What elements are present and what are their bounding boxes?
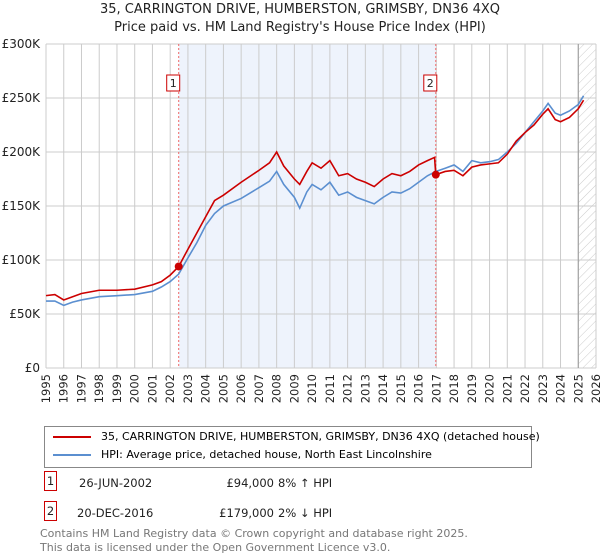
transaction-hpi: 2% ↓ HPI <box>278 506 333 520</box>
sale-label: 1 <box>170 77 177 90</box>
transaction-price: £179,000 <box>219 506 274 520</box>
x-tick-label: 2007 <box>252 374 266 403</box>
sale-label: 2 <box>427 77 434 90</box>
x-tick-label: 2009 <box>287 374 301 403</box>
x-tick-label: 2004 <box>199 374 213 403</box>
footer-line: This data is licensed under the Open Gov… <box>40 541 391 554</box>
y-tick-label: £200K <box>2 145 42 159</box>
transaction-hpi: 8% ↑ HPI <box>278 476 333 490</box>
x-tick-label: 2014 <box>376 374 390 403</box>
chart-title: 35, CARRINGTON DRIVE, HUMBERSTON, GRIMSB… <box>99 2 501 17</box>
legend-item-property: 35, CARRINGTON DRIVE, HUMBERSTON, GRIMSB… <box>53 430 540 444</box>
x-tick-label: 1998 <box>92 374 106 403</box>
x-tick-label: 2025 <box>571 374 585 403</box>
x-tick-label: 2012 <box>341 374 355 403</box>
x-tick-label: 2015 <box>394 374 408 403</box>
x-tick-label: 2000 <box>128 374 142 403</box>
y-tick-label: £0 <box>25 361 40 375</box>
legend-label: HPI: Average price, detached house, Nort… <box>101 448 432 461</box>
chart-subtitle: Price paid vs. HM Land Registry's House … <box>114 20 486 35</box>
legend: 35, CARRINGTON DRIVE, HUMBERSTON, GRIMSB… <box>44 426 540 468</box>
x-tick-label: 2016 <box>412 374 426 403</box>
x-tick-label: 2026 <box>589 374 600 403</box>
price-chart: 1995 1996 1997 1998 1999 2000 2001 2002 2003 2004… <box>2 37 600 403</box>
x-tick-label: 2013 <box>358 374 372 403</box>
transaction-date: 20-DEC-2016 <box>77 506 154 520</box>
x-tick-label: 2011 <box>323 374 337 403</box>
y-tick-label: £300K <box>2 37 42 51</box>
x-tick-label: 2020 <box>483 374 497 403</box>
x-tick-label: 2022 <box>518 374 532 403</box>
legend-item-hpi: HPI: Average price, detached house, Nort… <box>53 448 432 462</box>
x-tick-label: 2019 <box>465 374 479 403</box>
x-tick-label: 1996 <box>57 374 71 403</box>
marker-badge: 1 <box>44 471 57 491</box>
x-tick-label: 2005 <box>216 374 230 403</box>
sale-point <box>174 262 183 271</box>
x-tick-label: 2008 <box>270 374 284 403</box>
x-tick-label: 2002 <box>163 374 177 403</box>
transaction-date: 26-JUN-2002 <box>79 476 153 490</box>
sale-label-box <box>166 74 181 92</box>
x-tick-label: 1999 <box>110 374 124 403</box>
legend-label: 35, CARRINGTON DRIVE, HUMBERSTON, GRIMSB… <box>101 430 540 443</box>
x-tick-label: 2003 <box>181 374 195 403</box>
sale-label-box <box>423 74 438 92</box>
y-tick-label: £50K <box>9 307 41 321</box>
x-tick-label: 2001 <box>145 374 159 403</box>
footer-line: Contains HM Land Registry data © Crown c… <box>40 527 468 540</box>
y-tick-label: £100K <box>2 253 42 267</box>
marker-badge: 2 <box>44 501 57 521</box>
sale-point <box>431 170 440 179</box>
x-tick-label: 2018 <box>447 374 461 403</box>
x-tick-label: 2017 <box>429 374 443 403</box>
x-tick-label: 1997 <box>74 374 88 403</box>
y-tick-label: £150K <box>2 199 42 213</box>
x-tick-label: 1995 <box>39 374 53 403</box>
y-tick-label: £250K <box>2 91 42 105</box>
x-tick-label: 2006 <box>234 374 248 403</box>
transaction-price: £94,000 <box>226 476 274 490</box>
x-tick-label: 2024 <box>554 374 568 403</box>
x-tick-label: 2021 <box>500 374 514 403</box>
property-price-line <box>45 99 585 301</box>
x-tick-label: 2010 <box>305 374 319 403</box>
x-tick-label: 2023 <box>536 374 550 403</box>
footer: Contains HM Land Registry data © Crown c… <box>40 527 468 555</box>
